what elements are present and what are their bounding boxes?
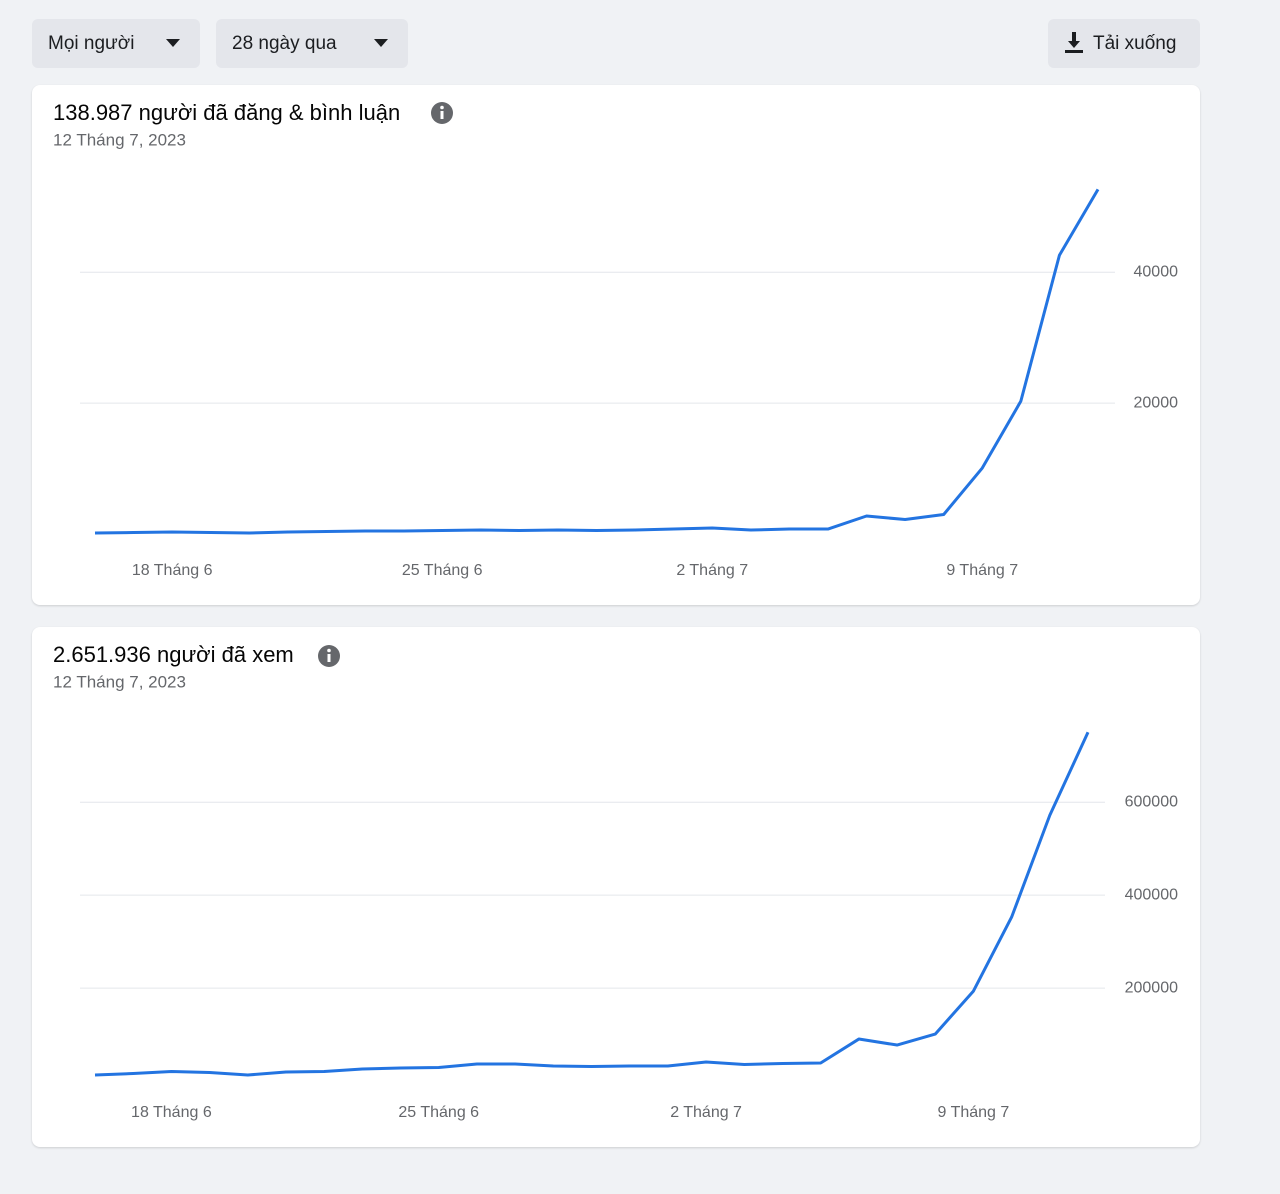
x-tick-label: 25 Tháng 6 (402, 562, 483, 579)
chart: 2.651.936 người đã xem 12 Tháng 7, 2023 … (53, 642, 1178, 1121)
range-dropdown[interactable]: 28 ngày qua (216, 19, 408, 68)
y-tick-label: 20000 (1134, 394, 1179, 411)
chart-title: 138.987 người đã đăng & bình luận (53, 100, 400, 125)
x-tick-label: 9 Tháng 7 (938, 1104, 1010, 1121)
chart-card: 138.987 người đã đăng & bình luận 12 Thá… (32, 85, 1200, 605)
chart-subtitle: 12 Tháng 7, 2023 (53, 672, 186, 691)
range-label: 28 ngày qua (232, 32, 337, 54)
x-tick-label: 2 Tháng 7 (670, 1104, 742, 1121)
download-icon (1065, 32, 1083, 53)
chart-title: 2.651.936 người đã xem (53, 642, 294, 667)
download-label: Tải xuống (1093, 32, 1177, 54)
download-button[interactable]: Tải xuống (1048, 19, 1200, 68)
info-icon (431, 102, 453, 124)
chart-subtitle: 12 Tháng 7, 2023 (53, 130, 186, 149)
y-tick-label: 600000 (1125, 793, 1178, 810)
line (94, 188, 1100, 535)
y-tick-label: 40000 (1134, 263, 1179, 280)
x-tick-label: 2 Tháng 7 (676, 562, 748, 579)
audience-dropdown[interactable]: Mọi người (32, 19, 200, 68)
y-tick-label: 200000 (1125, 979, 1178, 996)
x-tick-label: 25 Tháng 6 (398, 1104, 479, 1121)
x-tick-label: 18 Tháng 6 (132, 562, 213, 579)
caret (374, 39, 388, 47)
caret (166, 39, 180, 47)
chart-card: 2.651.936 người đã xem 12 Tháng 7, 2023 … (32, 627, 1200, 1147)
chart: 138.987 người đã đăng & bình luận 12 Thá… (53, 100, 1179, 579)
audience-label: Mọi người (48, 32, 135, 54)
info-icon (318, 645, 340, 667)
line (94, 731, 1090, 1077)
x-tick-label: 18 Tháng 6 (131, 1104, 212, 1121)
x-tick-label: 9 Tháng 7 (946, 562, 1018, 579)
y-tick-label: 400000 (1125, 886, 1178, 903)
